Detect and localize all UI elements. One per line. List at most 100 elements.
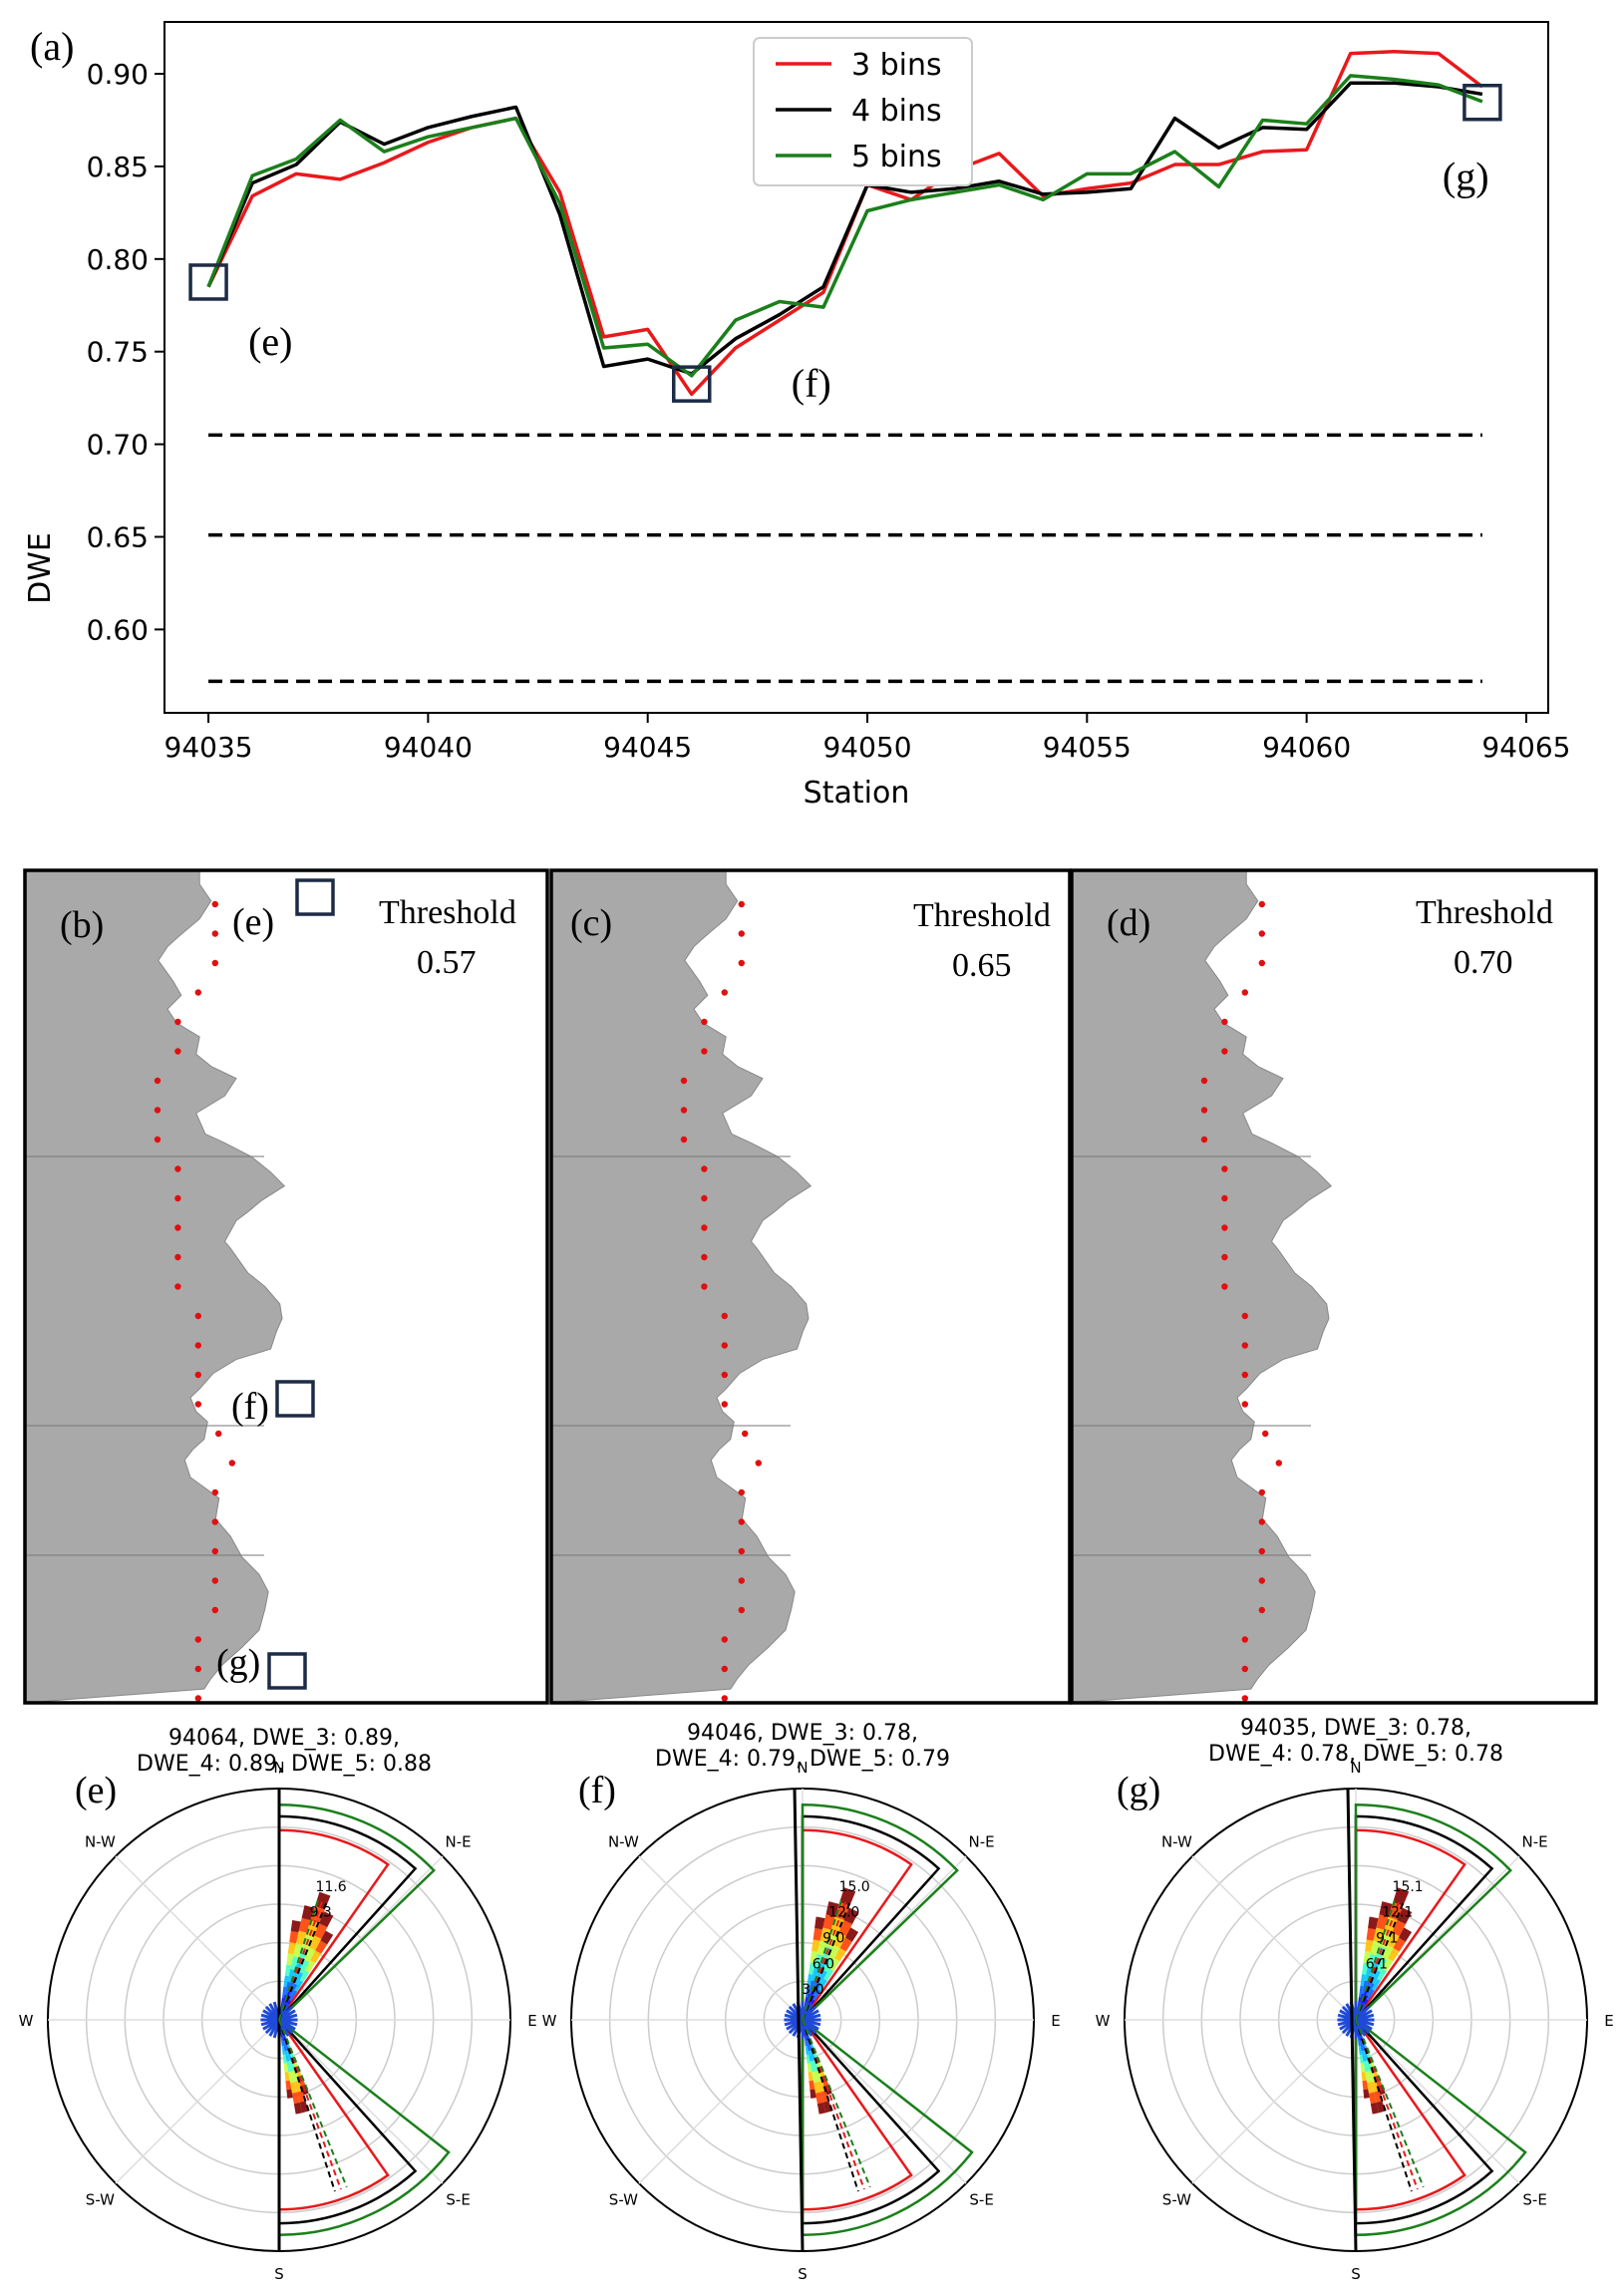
rose-petal-bin — [812, 2071, 818, 2084]
compass-label-S-W: S-W — [1162, 2191, 1191, 2209]
map-marker-box — [295, 878, 335, 916]
rose-petal-bin — [1363, 2089, 1370, 2099]
rose-petal-bin — [1366, 1989, 1375, 2001]
y-axis-label: DWE — [23, 532, 58, 604]
station-dot — [1241, 1342, 1249, 1349]
rose-petal-bin — [286, 1953, 294, 1966]
rose-petal-bin — [843, 1907, 859, 1924]
station-dot — [1221, 1224, 1228, 1231]
rose-petal-bin — [804, 2037, 808, 2047]
y-tick-label: 0.85 — [87, 151, 149, 183]
station-dot — [1258, 1518, 1266, 1525]
rose-petal-bin — [284, 2072, 290, 2082]
compass-label-S: S — [1351, 2265, 1361, 2283]
y-tick-label: 0.70 — [87, 429, 149, 462]
compass-label-S: S — [274, 2265, 284, 2283]
station-dot — [1241, 989, 1249, 996]
rose-petal-bin — [817, 1969, 827, 1984]
rose-ring-value: 15.0 — [839, 1879, 870, 1895]
station-dot — [174, 1018, 181, 1026]
compass-label-N-W: N-W — [608, 1832, 639, 1850]
station-dot — [211, 1518, 218, 1525]
series-line-5-bins — [206, 74, 1483, 378]
rose-title-f-line1: 94046, DWE_3: 0.78, — [687, 1721, 918, 1746]
rose-spoke — [1191, 1855, 1357, 2021]
annotation-box — [1462, 83, 1502, 122]
wind-rose-e: N N-E E S-E S S-W W N-W 11.6 9.3 — [19, 1759, 537, 2283]
rose-spoke — [638, 1855, 804, 2021]
rose-petal-bin — [283, 2063, 289, 2073]
rose-petal-bin — [1368, 2070, 1376, 2083]
mean-direction-arrow — [1355, 2019, 1419, 2190]
rose-petal-bin — [1376, 1957, 1388, 1972]
legend: 3 bins 4 bins 5 bins — [753, 37, 973, 186]
rose-petal-bin — [844, 1927, 859, 1942]
station-dot — [738, 1488, 745, 1496]
rose-spoke — [802, 2019, 967, 2184]
wind-rose-g: N N-E E S-E S S-W W N-W 15.1 12.1 9.1 6.1 — [1096, 1759, 1614, 2283]
rose-petal-bin — [1398, 1927, 1413, 1942]
mean-direction-arrow — [278, 2019, 336, 2192]
panel-label-a: (a) — [30, 24, 74, 69]
mean-direction-arrow — [802, 1901, 851, 2021]
rose-petal-bin — [820, 2091, 829, 2103]
bin-sector-4-bins — [801, 1814, 941, 2024]
rose-petal-bin — [290, 2082, 298, 2094]
station-dot — [1221, 1165, 1228, 1172]
rose-petal-bin — [293, 1943, 303, 1958]
rose-ring-value: 3.0 — [802, 1982, 823, 1998]
map-panel-c — [549, 868, 1072, 1705]
map-marker-label-f: (f) — [231, 1386, 269, 1428]
legend-label-3-bins: 3 bins — [851, 48, 942, 83]
threshold-value-d: 0.70 — [1454, 944, 1513, 981]
rose-petal-bin — [813, 2082, 821, 2094]
rose-petal-bin — [284, 1981, 291, 1996]
coastline-land — [24, 869, 286, 1704]
station-dot — [215, 1430, 222, 1438]
rose-petal-bin — [838, 1919, 852, 1936]
compass-label-W: W — [542, 2012, 557, 2030]
rose-petal-bin — [1361, 2040, 1366, 2052]
rose-petal-bin — [1365, 2071, 1372, 2084]
rose-petal-bin — [310, 1950, 322, 1964]
rose-petal-bin — [834, 1901, 850, 1920]
rose-petal-bin — [822, 1914, 835, 1930]
rose-petal-bin — [1363, 1950, 1372, 1964]
rose-petal-bin — [290, 1956, 299, 1971]
station-dot — [738, 1518, 745, 1525]
compass-label-S-E: S-E — [446, 2191, 470, 2209]
rose-petal-bin — [301, 1905, 315, 1921]
rose-petal-bin — [808, 1994, 815, 2008]
map-frame — [23, 868, 549, 1705]
rose-petal-bin — [314, 1923, 328, 1939]
rose-petal-bin — [1357, 2037, 1361, 2047]
rose-petal-bin — [284, 1995, 292, 2009]
panel-label-d: (d) — [1107, 902, 1150, 944]
x-tick-label: 94045 — [603, 731, 692, 764]
annotation-label: (e) — [248, 319, 292, 364]
rose-petal-bin — [1393, 1937, 1406, 1952]
shore-orientation-line — [793, 1788, 805, 2252]
rose-petal-bin — [291, 2070, 299, 2083]
compass-label-N-W: N-W — [85, 1832, 116, 1850]
rose-petal-bin — [283, 1975, 289, 1988]
rose-petal-bin — [287, 1968, 295, 1983]
rose-petal-bin — [1381, 1944, 1394, 1960]
rose-petal-bin — [833, 1932, 846, 1948]
rose-title-g-line2: DWE_4: 0.78, DWE_5: 0.78 — [1208, 1742, 1503, 1767]
compass-label-S-E: S-E — [1522, 2191, 1546, 2209]
rose-petal-bin — [1359, 2040, 1364, 2052]
station-dot — [721, 1312, 728, 1320]
bin-sector-5-bins — [277, 1803, 436, 2023]
rose-petal-bin — [319, 1911, 334, 1928]
bin-sector-5-bins — [277, 2017, 451, 2237]
mean-direction-arrow — [1355, 2019, 1425, 2188]
rose-title-g-line1: 94035, DWE_3: 0.78, — [1240, 1716, 1471, 1741]
rose-petal-bin — [819, 1927, 831, 1943]
rose-petal-bin — [809, 1962, 815, 1975]
rose-petal-bin — [304, 1960, 316, 1973]
threshold-label-b: Threshold — [379, 894, 516, 931]
rose-petal-bin — [320, 1930, 334, 1945]
rose-petal-bin — [1371, 1969, 1381, 1984]
